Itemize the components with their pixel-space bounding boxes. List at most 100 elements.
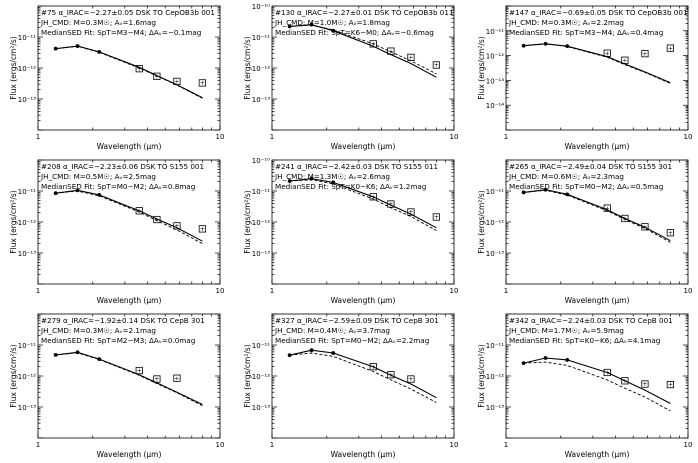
irac-box-marker <box>603 368 611 377</box>
irac-plus-marker: + <box>434 214 439 221</box>
panel-title: #147 α_IRAC=−0.69±0.05 DSK TO CepOB3b 00… <box>509 8 688 17</box>
x-axis-label: Wavelength (μm) <box>565 450 630 459</box>
irac-box-marker <box>407 53 415 61</box>
irac-box-marker <box>173 374 181 382</box>
jhk-data-point <box>287 179 292 183</box>
x-tick-label: 1 <box>270 441 274 449</box>
y-axis-label: Flux (ergs/cm²/s) <box>477 344 486 408</box>
jhk-data-point <box>53 46 58 51</box>
x-tick-label: 10 <box>450 287 459 295</box>
model-solid-line <box>55 45 203 99</box>
model-solid-line <box>55 189 203 242</box>
irac-plus-marker: + <box>622 57 627 64</box>
irac-plus-marker: + <box>408 376 413 383</box>
irac-box-marker <box>135 65 143 73</box>
median-sed-dashed-line <box>523 43 671 84</box>
irac-box-marker <box>198 225 206 233</box>
panel-title: #208 α_IRAC=−2.23±0.06 DSK TO S155 001 <box>41 162 204 171</box>
jhk-data-point <box>97 50 102 54</box>
panel-title: #75 α_IRAC=−2.27±0.05 DSK TO CepOB3b 001 <box>41 8 215 17</box>
irac-box-marker <box>621 214 629 223</box>
y-tick-label: 10⁻¹¹ <box>18 34 36 42</box>
irac-plus-marker: + <box>200 80 205 87</box>
irac-box-marker <box>135 207 143 215</box>
y-tick-label: 10⁻¹³ <box>252 96 270 104</box>
x-axis-label: Wavelength (μm) <box>97 450 162 459</box>
panel-annotation-mass: JH_CMD: M=0.5M☉; Aᵥ=2.5mag <box>40 172 156 181</box>
jhk-data-point <box>309 22 314 27</box>
panel-annotation-mass: JH_CMD: M=0.4M☉; Aᵥ=3.7mag <box>274 326 390 335</box>
irac-box-marker <box>666 229 674 237</box>
panel-annotation-fit: MedianSED Fit: SpT=K6−M0; ΔAᵥ=−0.6mag <box>275 28 434 37</box>
y-tick-label: 10⁻¹⁰ <box>252 157 270 165</box>
y-tick-label: 10⁻¹² <box>18 373 36 381</box>
median-sed-dashed-line <box>523 361 671 412</box>
y-axis-label: Flux (ergs/cm²/s) <box>243 190 252 254</box>
x-axis-label: Wavelength (μm) <box>97 142 162 151</box>
panel-annotation-fit: MedianSED Fit: SpT=K0−K6; ΔAᵥ=1.2mag <box>275 182 426 191</box>
panel-annotation-fit: MedianSED Fit: SpT=M3−M4; ΔAᵥ=0.4mag <box>509 28 663 37</box>
x-tick-label: 10 <box>216 441 225 449</box>
y-tick-label: 10⁻¹³ <box>18 96 36 104</box>
irac-plus-marker: + <box>642 51 647 58</box>
x-tick-label: 10 <box>216 287 225 295</box>
x-tick-label: 1 <box>270 133 274 141</box>
x-tick-label: 1 <box>504 441 508 449</box>
irac-box-marker <box>173 222 181 230</box>
x-tick-label: 1 <box>36 441 40 449</box>
sed-panel-6: 1 10 10⁻¹¹ 10⁻¹² 10⁻¹³ Wavelength (μm) Flux (e… <box>477 159 692 305</box>
irac-plus-marker: + <box>154 73 159 80</box>
panel-annotation-fit: MedianSED Fit: SpT=M0−M2; ΔAᵥ=0.8mag <box>41 182 195 191</box>
irac-box-marker <box>432 213 440 221</box>
y-tick-label: 10⁻¹³ <box>486 404 504 412</box>
irac-plus-marker: + <box>388 372 393 379</box>
x-axis-label: Wavelength (μm) <box>331 142 396 151</box>
jhk-data-point <box>75 44 80 48</box>
jhk-data-point <box>331 351 336 355</box>
panel-annotation-fit: MedianSED Fit: SpT=M0−M2; ΔAᵥ=0.5mag <box>509 182 663 191</box>
irac-box-marker <box>666 44 674 52</box>
irac-box-marker <box>387 371 395 379</box>
panel-annotation-fit: MedianSED Fit: SpT=M0−M2; ΔAᵥ=2.2mag <box>275 336 429 345</box>
median-sed-dashed-line <box>55 190 203 245</box>
irac-box-marker <box>153 215 161 224</box>
x-axis-label: Wavelength (μm) <box>565 296 630 305</box>
x-tick-label: 10 <box>450 133 459 141</box>
y-axis-label: Flux (ergs/cm²/s) <box>9 344 18 408</box>
irac-plus-marker: + <box>434 62 439 69</box>
irac-plus-marker: + <box>605 370 610 377</box>
irac-box-marker <box>173 77 181 85</box>
x-tick-label: 10 <box>684 441 693 449</box>
jhk-data-point <box>521 361 526 366</box>
irac-box-marker <box>369 363 377 371</box>
jhk-data-point <box>53 352 58 357</box>
jhk-data-point <box>53 191 58 196</box>
irac-box-marker <box>369 40 377 48</box>
panel-annotation-mass: JH_CMD: M=1.0M☉; Aᵥ=1.8mag <box>274 18 390 27</box>
jhk-data-point <box>543 356 548 360</box>
panel-annotation-mass: JH_CMD: M=0.3M☉; Aᵥ=1.6mag <box>40 18 156 27</box>
panel-title: #265 α_IRAC=−2.49±0.04 DSK TO S155 301 <box>509 162 672 171</box>
y-tick-label: 10⁻¹¹ <box>18 188 36 196</box>
y-tick-label: 10⁻¹¹ <box>486 28 504 36</box>
sed-panel-5: 1 10 10⁻¹⁰ 10⁻¹¹ 10⁻¹² 10⁻¹³ Wavelength (μm) Fl… <box>243 157 458 305</box>
jhk-data-point <box>287 24 292 29</box>
panel-annotation-fit: MedianSED Fit: SpT=M3−M4; ΔAᵥ=−0.1mag <box>41 28 201 37</box>
jhk-data-point <box>521 190 526 195</box>
x-axis-label: Wavelength (μm) <box>331 296 396 305</box>
irac-plus-marker: + <box>388 201 393 208</box>
irac-plus-marker: + <box>605 205 610 212</box>
panel-annotation-fit: MedianSED Fit: SpT=M2−M3; ΔAᵥ=0.0mag <box>41 336 195 345</box>
jhk-data-point <box>565 44 570 49</box>
jhk-data-point <box>287 353 292 358</box>
irac-box-marker <box>641 380 649 388</box>
irac-plus-marker: + <box>174 375 179 382</box>
irac-box-marker <box>432 61 440 69</box>
y-tick-label: 10⁻¹⁰ <box>252 3 270 11</box>
y-tick-label: 10⁻¹¹ <box>252 188 270 196</box>
jhk-data-point <box>97 192 102 197</box>
irac-plus-marker: + <box>668 382 673 389</box>
sed-panel-3: 1 10 10⁻¹¹ 10⁻¹² 10⁻¹³ 10⁻¹⁴ Wavelength (μm) Fl… <box>477 5 692 151</box>
x-axis-label: Wavelength (μm) <box>331 450 396 459</box>
